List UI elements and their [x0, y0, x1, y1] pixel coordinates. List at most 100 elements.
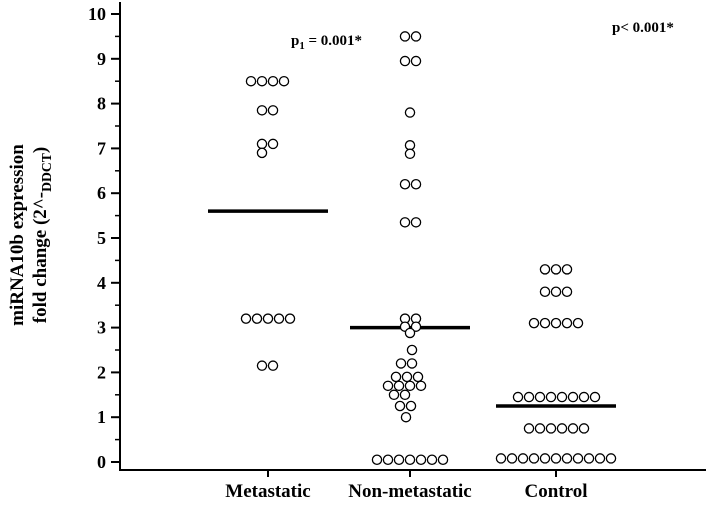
- data-point: [567, 423, 579, 434]
- data-point: [404, 107, 416, 118]
- data-point: [410, 55, 422, 67]
- data-point: [545, 423, 557, 434]
- data-point: [405, 400, 417, 412]
- data-point: [278, 75, 290, 87]
- data-point: [267, 138, 279, 150]
- data-point: [256, 75, 268, 87]
- data-point: [251, 313, 263, 324]
- data-point: [399, 31, 411, 42]
- data-point: [550, 264, 562, 275]
- data-point: [539, 264, 551, 275]
- data-point: [382, 380, 394, 392]
- y-tick-label: 7: [97, 138, 106, 158]
- data-point: [426, 454, 438, 466]
- data-point: [395, 358, 407, 369]
- p-value-annotation: p< 0.001*: [612, 20, 674, 36]
- data-point: [539, 317, 551, 329]
- data-point: [410, 31, 422, 42]
- data-point: [284, 313, 296, 324]
- data-point: [273, 313, 285, 324]
- data-point: [437, 454, 449, 466]
- data-point: [410, 217, 422, 228]
- data-point: [528, 453, 540, 464]
- y-axis-title: miRNA10b expression fold change (2^-DDCT…: [6, 0, 54, 470]
- y-tick-label: 0: [97, 452, 106, 472]
- data-point: [412, 371, 424, 383]
- y-tick-label: 6: [97, 183, 106, 203]
- data-point: [406, 344, 418, 356]
- data-point: [561, 264, 573, 275]
- data-point: [534, 391, 546, 403]
- y-tick-label: 4: [97, 273, 106, 293]
- data-point: [594, 453, 606, 464]
- data-point: [245, 75, 257, 87]
- p1-annotation: p1 = 0.001*: [291, 33, 363, 52]
- data-point: [410, 178, 422, 190]
- data-point: [550, 286, 562, 298]
- y-tick-label: 1: [97, 407, 106, 427]
- data-point: [267, 75, 279, 87]
- data-point: [267, 360, 279, 371]
- data-point: [512, 391, 524, 403]
- data-point: [567, 391, 579, 403]
- data-point: [517, 453, 529, 464]
- data-point: [556, 423, 568, 434]
- data-point: [605, 453, 617, 464]
- data-point: [256, 138, 268, 150]
- data-point: [545, 391, 557, 403]
- data-point: [393, 454, 405, 466]
- data-point: [550, 453, 562, 464]
- data-point: [262, 313, 274, 324]
- data-point: [506, 453, 518, 464]
- data-point: [388, 389, 400, 401]
- data-point: [415, 454, 427, 466]
- data-point: [572, 453, 584, 464]
- data-point: [390, 371, 402, 383]
- data-point: [550, 317, 562, 329]
- data-point: [578, 423, 590, 434]
- data-point: [404, 454, 416, 466]
- data-point: [534, 423, 546, 434]
- data-point: [404, 327, 416, 339]
- data-point: [495, 453, 507, 464]
- data-point: [256, 360, 268, 371]
- x-group-label: Non-metastatic: [348, 481, 471, 502]
- y-tick-label: 10: [88, 4, 106, 24]
- data-point: [399, 55, 411, 67]
- data-point: [399, 178, 411, 190]
- data-point: [399, 389, 411, 401]
- data-point: [572, 317, 584, 329]
- data-point: [393, 380, 405, 392]
- y-tick-label: 3: [97, 318, 106, 338]
- data-point: [561, 286, 573, 298]
- data-point: [404, 140, 416, 151]
- data-point: [523, 391, 535, 403]
- y-axis-title-line2: fold change (2^-DDCT): [30, 146, 54, 324]
- y-tick-label: 2: [97, 362, 106, 382]
- data-point: [415, 380, 427, 392]
- data-point: [583, 453, 595, 464]
- data-point: [256, 105, 268, 116]
- data-point: [404, 148, 416, 160]
- x-group-label: Metastatic: [225, 481, 310, 502]
- data-point: [404, 380, 416, 392]
- data-point: [561, 453, 573, 464]
- data-point: [589, 391, 601, 403]
- x-group-label: Control: [525, 481, 588, 502]
- data-point: [406, 358, 418, 369]
- data-point: [401, 371, 413, 383]
- data-point: [539, 286, 551, 298]
- data-point: [528, 317, 540, 329]
- data-point: [256, 147, 268, 159]
- data-point: [382, 454, 394, 466]
- data-point: [394, 400, 406, 412]
- data-point: [539, 453, 551, 464]
- y-tick-label: 9: [97, 49, 106, 69]
- data-point: [240, 313, 252, 324]
- data-point: [523, 423, 535, 434]
- y-axis-title-line1: miRNA10b expression: [7, 144, 28, 326]
- data-point: [578, 391, 590, 403]
- data-point: [371, 454, 383, 466]
